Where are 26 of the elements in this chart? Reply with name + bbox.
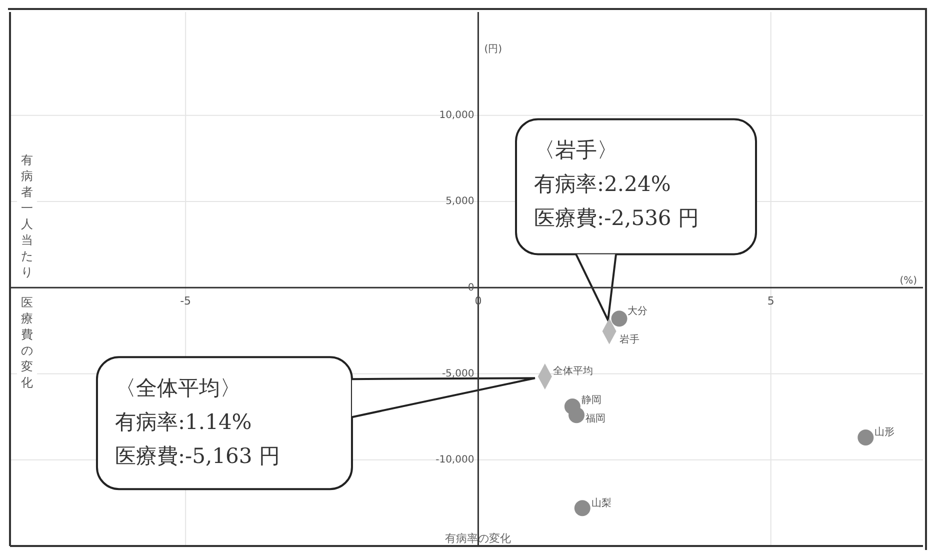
point <box>574 500 590 516</box>
y-tick-label: -10,000 <box>436 454 474 466</box>
annotation: 大分 <box>627 304 648 317</box>
annotation: 全体平均 <box>552 364 593 377</box>
annotation: 有病率:1.14% <box>114 410 252 434</box>
x-tick-label: -5 <box>180 294 192 308</box>
annotation: 山梨 <box>591 496 612 509</box>
y-tick-label: 10,000 <box>439 110 474 122</box>
point <box>611 310 628 327</box>
annotation: 〈岩手〉 <box>534 138 618 162</box>
x-tick-label: 5 <box>767 294 774 308</box>
point <box>858 429 874 446</box>
y-tick-label: 5,000 <box>446 196 474 208</box>
annotation: 医療費:-2,536 円 <box>534 206 699 230</box>
annotation: 岩手 <box>619 333 640 346</box>
annotation: (円) <box>484 44 502 55</box>
annotation: (%) <box>900 276 918 287</box>
text: 有病者一人当たり医療費の変化 <box>21 153 33 390</box>
annotation: 有病率:2.24% <box>534 172 671 196</box>
point <box>568 407 585 424</box>
annotation: 医療費:-5,163 円 <box>114 444 280 468</box>
annotation: 〈全体平均〉 <box>114 376 241 400</box>
annotation: 福岡 <box>586 412 606 425</box>
y-tick-label: -5,000 <box>442 368 474 380</box>
annotation: 山形 <box>874 426 895 438</box>
annotation: 静岡 <box>581 394 602 406</box>
